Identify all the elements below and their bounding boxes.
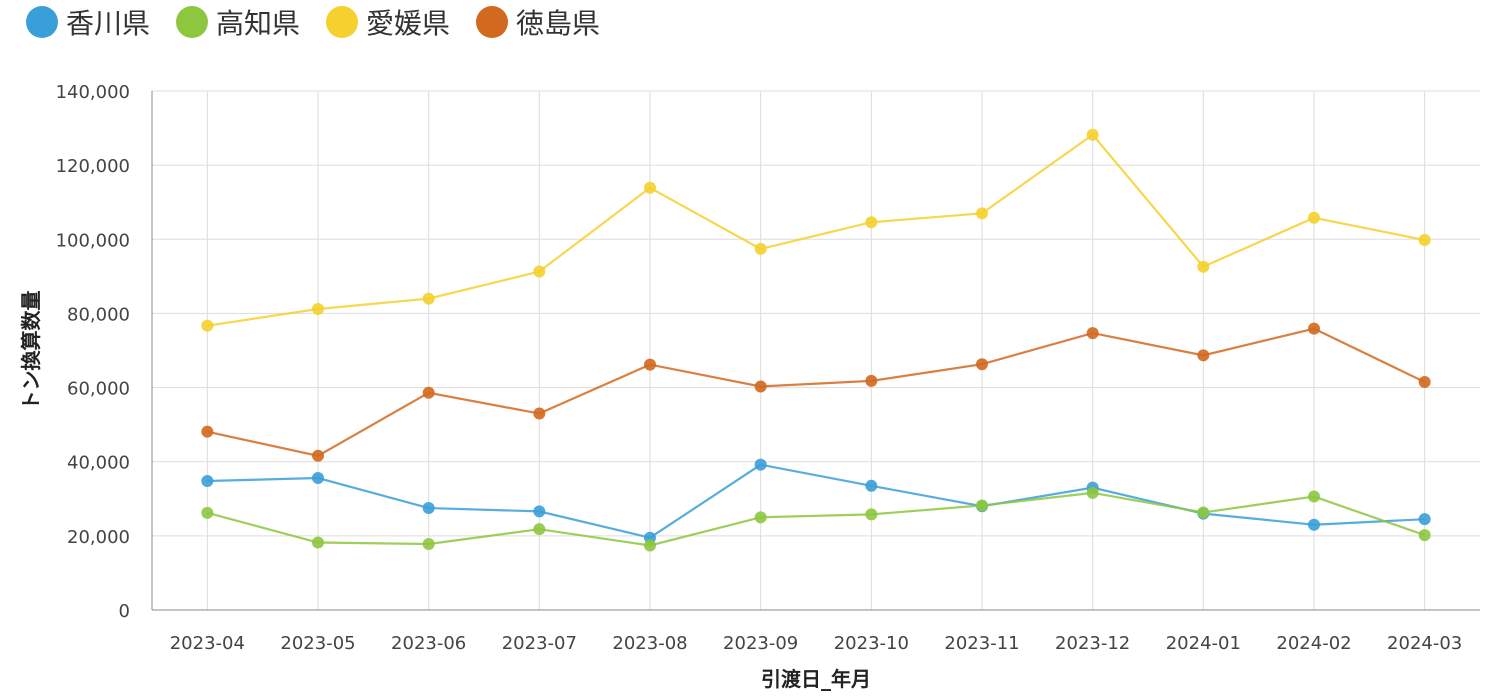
- legend-label: 香川県: [66, 7, 151, 40]
- data-point: [644, 539, 656, 552]
- data-point: [201, 506, 214, 519]
- x-tick-labels: 2023-04 2023-05 2023-06 2023-07 2023-08 2023-…: [170, 633, 1463, 654]
- data-point: [1418, 513, 1431, 526]
- data-point: [1197, 506, 1210, 519]
- data-point: [533, 265, 546, 278]
- legend-item[interactable]: 愛媛県: [326, 2, 450, 42]
- y-tick-label: 60,000: [67, 379, 130, 400]
- x-tick-label: 2024-01: [1166, 633, 1241, 654]
- x-tick-label: 2023-12: [1055, 633, 1130, 654]
- x-axis-title: 引渡日_年月: [761, 667, 871, 691]
- series-line: [207, 491, 1426, 547]
- data-point: [1086, 128, 1099, 141]
- data-point: [201, 319, 214, 332]
- data-point: [1308, 322, 1320, 335]
- data-point: [1197, 349, 1210, 362]
- legend-label: 高知県: [216, 7, 301, 40]
- y-tick-label: 40,000: [67, 453, 130, 474]
- data-point: [312, 472, 324, 485]
- series-4: [201, 322, 1431, 462]
- data-point: [865, 216, 878, 229]
- data-point: [1418, 376, 1431, 389]
- data-point: [1197, 260, 1210, 273]
- series-2: [201, 486, 1431, 552]
- data-point: [533, 523, 546, 536]
- data-point: [422, 502, 435, 515]
- legend-item[interactable]: 高知県: [176, 2, 300, 42]
- data-point: [1308, 211, 1320, 224]
- legend-swatch-icon: [326, 6, 359, 38]
- legend: 香川県 高知県 愛媛県 徳島県: [26, 2, 600, 42]
- data-point: [1086, 486, 1099, 499]
- series-line: [207, 463, 1425, 539]
- data-point: [865, 508, 878, 521]
- legend-label: 徳島県: [516, 7, 601, 40]
- data-point: [865, 374, 878, 387]
- x-tick-label: 2023-07: [502, 633, 577, 654]
- grid-lines: [152, 90, 1480, 610]
- data-point: [1418, 234, 1431, 247]
- series-group: [201, 128, 1431, 552]
- legend-swatch-icon: [176, 6, 209, 38]
- data-point: [644, 181, 656, 194]
- data-point: [754, 511, 767, 524]
- data-point: [754, 458, 767, 471]
- x-tick-label: 2023-05: [280, 633, 355, 654]
- data-point: [976, 358, 988, 371]
- data-point: [201, 474, 214, 487]
- data-point: [976, 499, 988, 512]
- x-tick-label: 2024-02: [1276, 633, 1351, 654]
- y-tick-label: 80,000: [67, 304, 130, 325]
- data-point: [1308, 518, 1320, 531]
- data-point: [312, 536, 324, 549]
- data-point: [201, 425, 214, 438]
- x-tick-label: 2023-06: [391, 633, 466, 654]
- series-1: [201, 458, 1431, 544]
- data-point: [533, 505, 546, 518]
- data-point: [754, 242, 767, 255]
- y-tick-label: 100,000: [56, 230, 130, 251]
- data-point: [1418, 529, 1431, 542]
- y-axis-title: トン換算数量: [19, 291, 43, 411]
- y-tick-label: 20,000: [67, 527, 130, 548]
- data-point: [533, 407, 546, 420]
- y-tick-label: 0: [119, 601, 130, 622]
- y-tick-label: 140,000: [56, 82, 130, 103]
- data-point: [1308, 490, 1320, 503]
- data-point: [312, 302, 324, 315]
- series-line: [207, 327, 1426, 457]
- data-point: [312, 449, 324, 462]
- data-point: [754, 380, 767, 393]
- series-line: [207, 133, 1425, 327]
- legend-swatch-icon: [26, 6, 58, 38]
- x-tick-label: 2023-09: [723, 633, 798, 654]
- series-3: [201, 128, 1431, 332]
- x-tick-label: 2023-08: [612, 633, 687, 654]
- legend-swatch-icon: [476, 6, 509, 38]
- legend-label: 愛媛県: [366, 7, 451, 40]
- data-point: [422, 292, 435, 305]
- x-tick-label: 2023-10: [834, 633, 909, 654]
- data-point: [976, 207, 988, 220]
- x-tick-label: 2023-11: [944, 633, 1019, 654]
- data-point: [1086, 327, 1099, 340]
- data-point: [422, 386, 435, 399]
- legend-item[interactable]: 香川県: [26, 2, 150, 42]
- legend-item[interactable]: 徳島県: [476, 2, 600, 42]
- y-tick-label: 120,000: [56, 156, 130, 177]
- data-point: [422, 538, 435, 551]
- x-tick-label: 2024-03: [1387, 633, 1462, 654]
- x-tick-label: 2023-04: [170, 633, 245, 654]
- y-tick-labels: 0 20,000 40,000 60,000 80,000 100,000 120,000 1…: [56, 82, 130, 622]
- data-point: [865, 479, 878, 492]
- axes: [151, 91, 1480, 611]
- data-point: [644, 358, 656, 371]
